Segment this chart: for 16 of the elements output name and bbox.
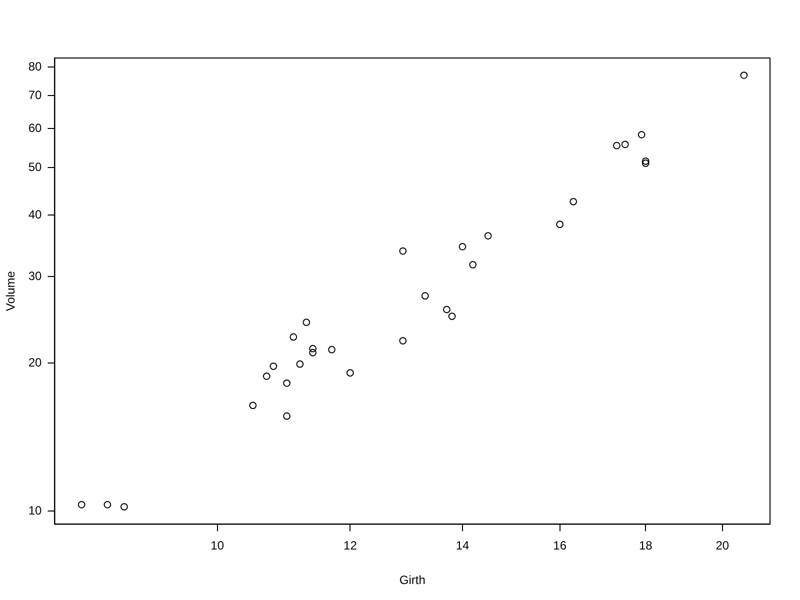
x-tick-label: 16 [553, 538, 567, 553]
y-tick-label: 20 [28, 355, 42, 370]
y-tick-label: 50 [28, 160, 42, 174]
y-tick-label: 40 [28, 207, 42, 222]
x-tick-label: 10 [210, 538, 224, 553]
y-tick-label: 60 [28, 120, 42, 135]
y-axis-title: Volume [4, 270, 18, 312]
y-tick-label: 30 [28, 268, 42, 283]
x-tick-label: 18 [638, 538, 653, 553]
x-tick-label: 14 [456, 538, 470, 553]
x-axis-title: Girth [399, 573, 426, 588]
x-tick-label: 20 [716, 538, 730, 553]
y-tick-label: 10 [28, 503, 42, 518]
y-tick-label: 70 [28, 88, 42, 102]
x-tick-label: 12 [344, 538, 358, 553]
y-tick-label: 80 [28, 59, 42, 74]
